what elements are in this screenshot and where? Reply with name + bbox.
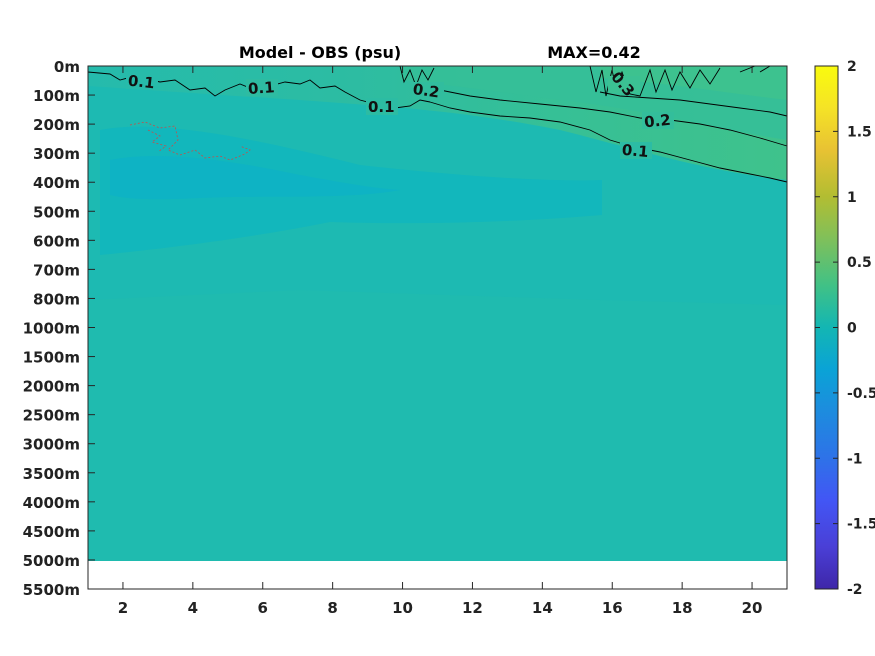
x-tick-label: 4 (188, 599, 198, 617)
x-tick-label: 6 (258, 599, 268, 617)
y-tick-label: 4000m (23, 494, 80, 512)
minimum-patch (110, 155, 400, 200)
colorbar-tick-label: -1.5 (847, 517, 875, 533)
y-tick-label: 4500m (23, 523, 80, 541)
heatmap-field (88, 66, 787, 561)
contour-label-0.1-d: 0.1 (621, 141, 649, 161)
chart-title: Model - OBS (psu) (239, 43, 401, 62)
contour-lines (87, 65, 788, 183)
y-tick-label: 2500m (23, 407, 80, 425)
y-tick-label: 1000m (23, 320, 80, 338)
y-tick-label: 100m (33, 87, 80, 105)
y-tick-label: 3000m (23, 436, 80, 454)
y-tick-label: 500m (33, 203, 80, 221)
x-axis: 2 4 6 8 10 12 14 16 18 20 (118, 66, 763, 617)
contour-line-0.2-right (599, 91, 788, 117)
y-tick-label: 200m (33, 116, 80, 134)
contour-label-0.2-b: 0.2 (643, 111, 671, 132)
x-tick-label: 2 (118, 599, 128, 617)
contour-label-bg (366, 98, 398, 115)
x-tick-label: 16 (602, 599, 623, 617)
y-axis: 0m 100m 200m 300m 400m 500m 600m 700m 800m 1000m 1… (23, 58, 95, 599)
contour-label-bg (642, 112, 674, 129)
contour-label-bg (246, 79, 278, 96)
mid-depth-band (88, 290, 787, 561)
y-tick-label: 3500m (23, 465, 80, 483)
negative-contour-lines (129, 121, 251, 161)
x-tick-label: 10 (392, 599, 413, 617)
contour-labels: 0.1 0.1 0.1 0.2 0.2 0.1 0.3 (126, 68, 674, 161)
contour-label-0.1-a: 0.1 (127, 72, 155, 93)
max-label: MAX=0.42 (547, 43, 641, 62)
contour-label-0.1-b: 0.1 (247, 78, 275, 98)
contour-line-0.2 (439, 89, 788, 147)
x-tick-label: 14 (532, 599, 553, 617)
x-tick-label: 18 (672, 599, 693, 617)
y-tick-label: 400m (33, 174, 80, 192)
contour-line-0.3-a (589, 65, 721, 97)
contour-label-0.2-a: 0.2 (412, 80, 441, 102)
contour-line-neg-a (129, 121, 251, 161)
contour-line-neg-b (147, 129, 167, 153)
contour-label-0.1-c: 0.1 (368, 98, 395, 116)
colorbar-tick-label: -0.5 (847, 386, 875, 402)
surface-max-layer (600, 66, 787, 100)
y-tick-label: 2000m (23, 378, 80, 396)
contour-label-bg (620, 142, 652, 159)
y-tick-label: 300m (33, 145, 80, 163)
y-tick-label: 700m (33, 261, 80, 279)
colorbar-tick-label: 0.5 (847, 255, 872, 271)
colorbar: 2 1.5 1 0.5 0 -0.5 -1 -1.5 -2 (814, 59, 875, 598)
y-tick-label: 600m (33, 232, 80, 250)
contour-label-bg (608, 76, 640, 93)
y-tick-label: 0m (54, 58, 80, 76)
x-tick-label: 8 (327, 599, 337, 617)
x-tick-label: 12 (462, 599, 483, 617)
x-tick-label: 20 (742, 599, 763, 617)
colorbar-tick-label: 1.5 (847, 124, 872, 140)
y-tick-label: 800m (33, 290, 80, 308)
colorbar-tick-label: -1 (847, 451, 863, 467)
y-tick-label: 5000m (23, 552, 80, 570)
contour-label-bg (126, 72, 158, 89)
y-tick-label: 5500m (23, 581, 80, 599)
contour-line-0.1-lower (429, 101, 788, 183)
contour-label-bg (412, 82, 444, 99)
colorbar-ticks: 2 1.5 1 0.5 0 -0.5 -1 -1.5 -2 (815, 59, 875, 598)
colorbar-tick-label: -2 (847, 582, 863, 598)
colorbar-tick-label: 1 (847, 190, 857, 206)
y-tick-label: 1500m (23, 349, 80, 367)
colorbar-tick-label: 2 (847, 59, 857, 75)
colorbar-tick-label: 0 (847, 321, 857, 337)
